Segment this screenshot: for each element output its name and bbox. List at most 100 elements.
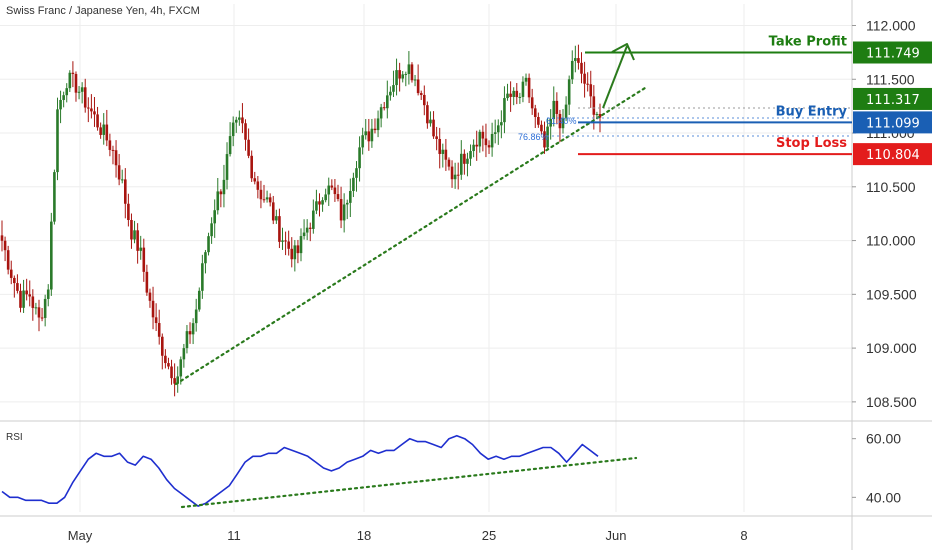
- candle-body: [321, 200, 324, 205]
- candle-body: [222, 179, 226, 195]
- stop-loss-label: Stop Loss: [776, 136, 847, 151]
- candle-body: [259, 189, 263, 200]
- candle-body: [93, 111, 96, 115]
- candle-body: [176, 376, 180, 384]
- candle-body: [157, 323, 161, 337]
- candle-body: [284, 240, 287, 242]
- rsi-title: RSI: [6, 432, 23, 443]
- date-tick-label: May: [68, 528, 93, 543]
- candle-body: [287, 241, 290, 249]
- date-tick-label: 11: [227, 528, 241, 543]
- candle-body: [404, 73, 408, 75]
- candle-body: [182, 348, 186, 360]
- candle-body: [419, 93, 423, 95]
- candle-body: [31, 296, 35, 308]
- price-tick-label: 109.000: [866, 340, 917, 356]
- candle-body: [339, 199, 343, 221]
- candle-body: [358, 147, 361, 169]
- price-panel: [0, 44, 602, 397]
- candle-body: [28, 294, 32, 297]
- date-tick-label: 25: [482, 528, 496, 543]
- candle-body: [9, 269, 13, 278]
- candle-body: [463, 153, 466, 164]
- candle-body: [386, 95, 389, 109]
- date-tick-label: 18: [357, 528, 371, 543]
- candle-body: [164, 355, 167, 364]
- candle-body: [83, 87, 87, 108]
- fib-label: 61.40%: [546, 116, 577, 126]
- current-price-tag: 111.317: [866, 93, 920, 108]
- candle-body: [241, 117, 244, 124]
- candle-body: [515, 90, 519, 98]
- candle-body: [574, 58, 577, 61]
- current-price-tag-bg: [853, 87, 932, 110]
- candle-body: [598, 114, 602, 118]
- candle-body: [438, 139, 442, 154]
- candle-body: [580, 62, 583, 74]
- take-profit-label: Take Profit: [769, 34, 847, 49]
- candle-body: [71, 72, 75, 74]
- price-tick-label: 110.000: [866, 233, 916, 249]
- candle-body: [293, 245, 297, 260]
- candle-body: [336, 194, 340, 200]
- candle-body: [253, 178, 257, 182]
- candle-body: [170, 366, 173, 379]
- candle-body: [148, 292, 152, 301]
- candle-body: [558, 113, 562, 129]
- candle-body: [80, 87, 84, 92]
- candle-body: [247, 139, 250, 156]
- buy-entry-tag-bg: [853, 111, 932, 134]
- candle-body: [207, 236, 210, 253]
- candle-body: [114, 150, 118, 166]
- candle-body: [435, 136, 438, 140]
- candle-body: [136, 230, 139, 251]
- price-tick-label: 110.500: [866, 179, 916, 195]
- stop-loss-tag-bg: [853, 143, 932, 166]
- candle-body: [392, 85, 395, 92]
- candle-body: [364, 131, 368, 136]
- candle-body: [395, 70, 398, 86]
- candle-body: [102, 124, 106, 135]
- candle-body: [268, 197, 272, 203]
- candle-body: [127, 203, 130, 220]
- candle-body: [570, 60, 574, 80]
- candle-body: [589, 84, 593, 97]
- candle-body: [595, 114, 599, 116]
- candle-body: [472, 144, 475, 152]
- candle-body: [407, 64, 411, 74]
- rsi-tick-label: 40.00: [866, 489, 901, 505]
- candle-body: [308, 227, 312, 229]
- take-profit-tag: 111.749: [866, 46, 920, 61]
- candle-body: [413, 79, 417, 81]
- candle-body: [370, 128, 374, 142]
- candle-body: [496, 125, 500, 133]
- candle-body: [40, 317, 44, 319]
- candle-body: [77, 91, 81, 93]
- rsi-line: [1, 434, 599, 507]
- candle-body: [490, 133, 494, 148]
- candle-body: [117, 165, 121, 180]
- candle-body: [22, 290, 25, 308]
- candle-body: [453, 174, 457, 180]
- candle-body: [324, 194, 327, 201]
- candle-body: [201, 263, 204, 291]
- candle-body: [145, 271, 149, 293]
- candle-body: [281, 240, 284, 242]
- candle-body: [318, 201, 321, 205]
- candle-body: [99, 127, 102, 135]
- candle-body: [50, 221, 53, 290]
- candle-body: [432, 119, 435, 137]
- candle-body: [210, 223, 213, 237]
- date-tick-label: Jun: [606, 528, 627, 543]
- candle-body: [512, 90, 515, 97]
- candle-body: [244, 123, 247, 140]
- candle-body: [271, 202, 275, 221]
- candle-body: [154, 317, 158, 324]
- candle-body: [552, 100, 556, 120]
- candle-body: [231, 122, 235, 137]
- price-tick-label: 112.000: [866, 18, 916, 34]
- candle-body: [509, 93, 512, 97]
- candle-body: [139, 247, 143, 251]
